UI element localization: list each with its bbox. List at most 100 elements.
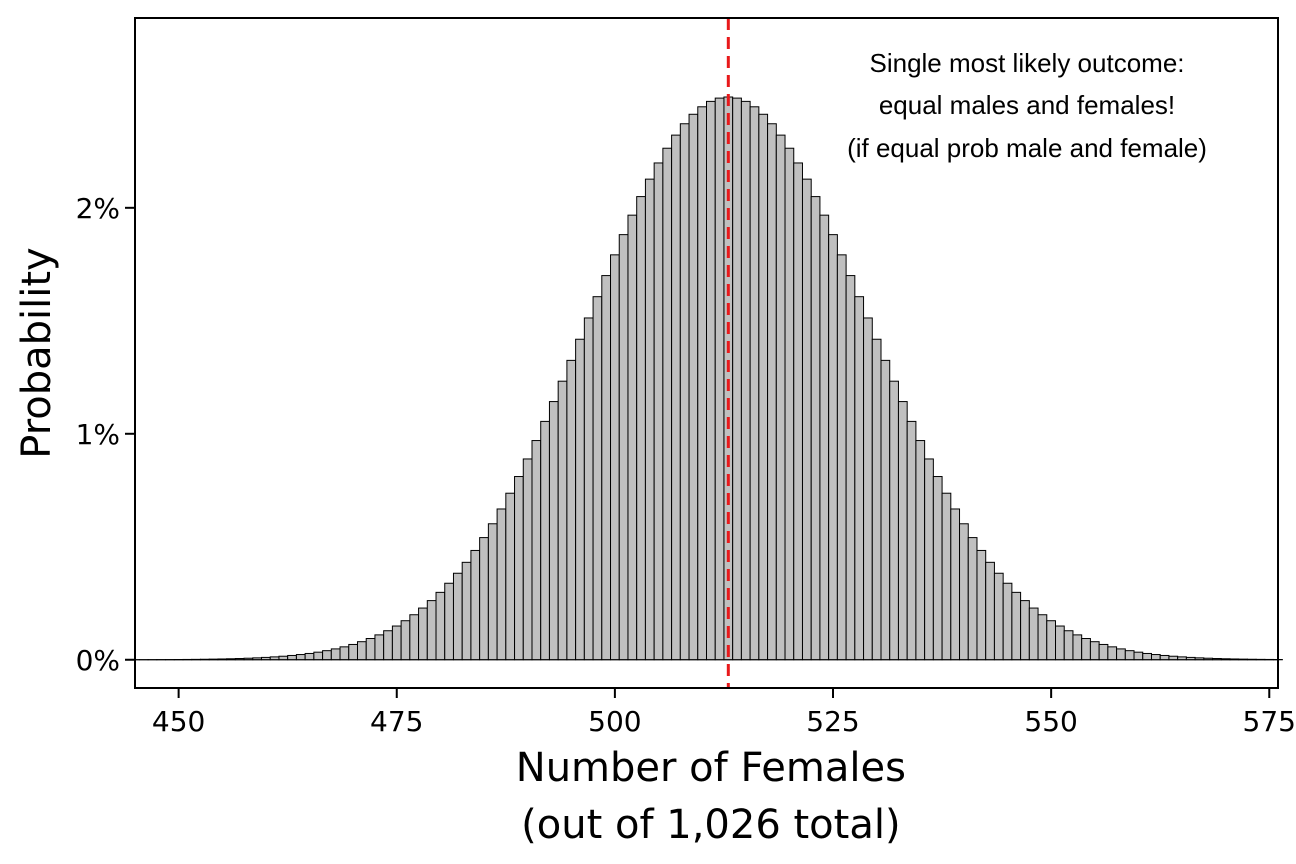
bar-495 bbox=[566, 359, 577, 661]
bar-552 bbox=[1063, 630, 1074, 661]
bar-535 bbox=[915, 440, 926, 661]
bar-557 bbox=[1107, 646, 1118, 661]
bar-551 bbox=[1055, 625, 1065, 661]
bar-491 bbox=[531, 440, 542, 661]
bar-550 bbox=[1046, 620, 1057, 661]
x-tick-label-525: 525 bbox=[806, 705, 859, 738]
bar-489 bbox=[514, 476, 524, 661]
bar-548 bbox=[1028, 607, 1039, 661]
bar-547 bbox=[1020, 600, 1030, 661]
annotation-line-2: equal males and females! bbox=[879, 90, 1175, 120]
bar-525 bbox=[828, 234, 838, 661]
bar-501 bbox=[618, 234, 629, 661]
bar-467 bbox=[322, 650, 332, 661]
bar-483 bbox=[461, 561, 472, 661]
bar-527 bbox=[845, 275, 856, 661]
bar-507 bbox=[671, 134, 681, 661]
bar-503 bbox=[636, 196, 646, 661]
bar-559 bbox=[1124, 650, 1135, 661]
bar-564 bbox=[1168, 655, 1179, 661]
bar-487 bbox=[496, 508, 507, 661]
bar-499 bbox=[601, 275, 612, 661]
bar-515 bbox=[740, 100, 751, 661]
bar-519 bbox=[775, 134, 786, 661]
bar-542 bbox=[976, 549, 987, 661]
bar-561 bbox=[1142, 652, 1152, 661]
bar-521 bbox=[793, 162, 803, 661]
bar-479 bbox=[426, 600, 437, 661]
bar-463 bbox=[287, 654, 297, 661]
bar-481 bbox=[444, 582, 454, 661]
bar-476 bbox=[400, 620, 411, 661]
x-tick-label-500: 500 bbox=[588, 705, 641, 738]
bar-492 bbox=[540, 420, 550, 661]
bar-484 bbox=[470, 549, 481, 661]
bar-522 bbox=[801, 178, 812, 661]
y-tick-label-0: 0% bbox=[76, 644, 120, 677]
bar-505 bbox=[653, 162, 664, 661]
bar-502 bbox=[627, 214, 638, 661]
bar-496 bbox=[575, 338, 585, 661]
annotation-line-1: Single most likely outcome: bbox=[869, 48, 1184, 78]
bar-546 bbox=[1011, 591, 1022, 661]
bar-553 bbox=[1072, 634, 1083, 661]
bar-518 bbox=[767, 123, 777, 661]
bar-543 bbox=[985, 561, 995, 661]
bar-555 bbox=[1089, 641, 1100, 661]
bar-516 bbox=[749, 106, 760, 661]
y-axis-ticks: 0% 1% 2% bbox=[76, 192, 135, 677]
bar-532 bbox=[889, 380, 899, 661]
bar-493 bbox=[548, 401, 559, 661]
annotation-line-3: (if equal prob male and female) bbox=[847, 133, 1207, 163]
bar-541 bbox=[967, 537, 978, 661]
bar-477 bbox=[409, 614, 420, 661]
bar-545 bbox=[1002, 582, 1013, 661]
bar-526 bbox=[836, 254, 847, 661]
bar-474 bbox=[383, 630, 393, 661]
bar-563 bbox=[1159, 654, 1170, 661]
bar-478 bbox=[418, 607, 428, 661]
bar-482 bbox=[452, 572, 463, 661]
bar-486 bbox=[487, 523, 498, 661]
bar-504 bbox=[644, 178, 655, 661]
bar-469 bbox=[339, 646, 350, 661]
bar-533 bbox=[897, 401, 908, 661]
bar-498 bbox=[592, 296, 603, 661]
bar-497 bbox=[583, 317, 594, 661]
bar-540 bbox=[959, 523, 969, 661]
x-tick-label-575: 575 bbox=[1243, 705, 1296, 738]
bar-485 bbox=[479, 537, 489, 661]
bar-473 bbox=[374, 634, 385, 661]
bar-520 bbox=[784, 147, 795, 661]
x-tick-label-450: 450 bbox=[152, 705, 205, 738]
bar-488 bbox=[505, 492, 516, 661]
y-tick-label-2: 2% bbox=[76, 192, 120, 225]
bar-528 bbox=[854, 296, 865, 661]
plot-frame bbox=[134, 17, 1279, 689]
bar-560 bbox=[1133, 651, 1144, 661]
bar-510 bbox=[697, 106, 707, 661]
bar-530 bbox=[871, 338, 882, 661]
bar-517 bbox=[758, 113, 769, 661]
bar-523 bbox=[810, 196, 821, 661]
x-axis-title: Number of Females bbox=[516, 745, 906, 791]
bar-562 bbox=[1150, 654, 1161, 661]
bars-group bbox=[130, 96, 1283, 661]
bar-534 bbox=[906, 420, 917, 661]
y-axis-title: Probability bbox=[14, 247, 60, 458]
bar-490 bbox=[522, 458, 533, 661]
x-axis-subtitle: (out of 1,026 total) bbox=[521, 802, 900, 848]
bar-556 bbox=[1098, 643, 1109, 661]
bar-537 bbox=[932, 476, 943, 661]
x-axis-ticks: 450 475 500 525 550 575 bbox=[152, 688, 1296, 738]
bar-524 bbox=[819, 214, 830, 661]
bar-494 bbox=[557, 380, 568, 661]
y-tick-label-1: 1% bbox=[76, 418, 120, 451]
bar-471 bbox=[356, 641, 367, 661]
bar-554 bbox=[1081, 638, 1091, 661]
bar-544 bbox=[993, 572, 1004, 661]
bar-549 bbox=[1037, 614, 1048, 661]
bar-480 bbox=[435, 591, 446, 661]
bar-539 bbox=[950, 508, 961, 661]
